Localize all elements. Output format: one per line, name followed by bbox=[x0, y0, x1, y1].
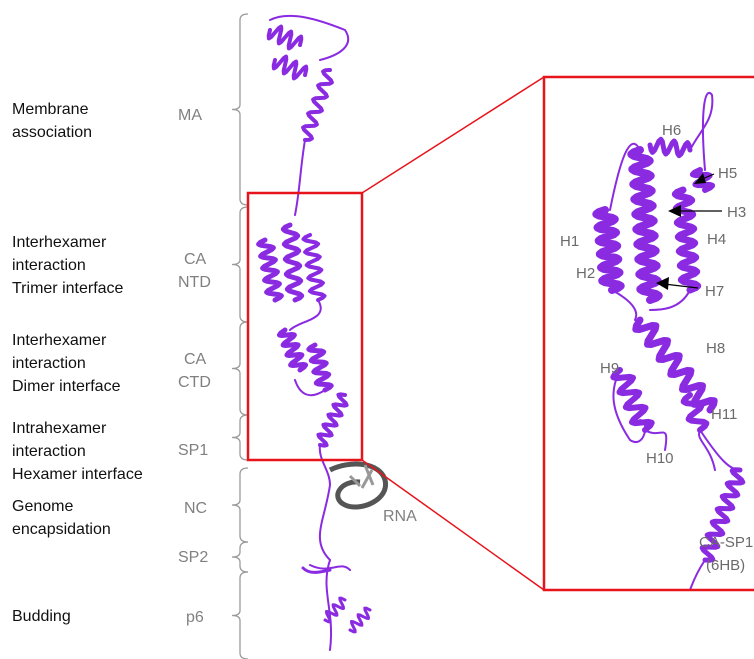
zoom-source-box bbox=[248, 193, 362, 460]
function-text: encapsidation bbox=[12, 521, 111, 538]
function-text: Intrahexamer bbox=[12, 420, 107, 437]
function-text: Interhexamer bbox=[12, 234, 107, 251]
brace bbox=[232, 572, 248, 659]
domain-label: CA bbox=[184, 251, 207, 268]
coil-ribbon bbox=[290, 300, 330, 560]
helix-ribbon bbox=[279, 330, 305, 370]
domain-label: CA bbox=[184, 351, 207, 368]
domain-label: MA bbox=[178, 107, 202, 124]
brace bbox=[232, 207, 248, 322]
helix-label: H4 bbox=[707, 231, 726, 248]
zoom-line bbox=[362, 460, 544, 590]
protein-ribbons bbox=[259, 16, 743, 650]
helix-ribbon bbox=[675, 190, 697, 290]
helix-ribbon bbox=[283, 225, 301, 300]
figure: Membrane association Interhexamer intera… bbox=[0, 0, 754, 659]
function-text: Hexamer interface bbox=[12, 466, 143, 483]
function-text: Genome bbox=[12, 498, 73, 515]
domain-label: NC bbox=[184, 500, 207, 517]
rna-label: RNA bbox=[383, 508, 417, 525]
helix-label: H11 bbox=[711, 406, 737, 423]
domain-label: CTD bbox=[178, 374, 211, 391]
helix-ribbon bbox=[269, 27, 302, 49]
ca-sp1-label: CA-SP1 bbox=[699, 534, 753, 551]
helix-ribbon bbox=[596, 210, 620, 290]
helix-ribbon bbox=[259, 240, 282, 300]
function-text: association bbox=[12, 124, 92, 141]
helix-ribbon bbox=[650, 139, 690, 155]
helix-label: H6 bbox=[662, 122, 681, 139]
function-text: interaction bbox=[12, 443, 86, 460]
ca-sp1-label: (6HB) bbox=[706, 557, 745, 574]
helix-label: H9 bbox=[600, 360, 619, 377]
helix-ribbon bbox=[636, 320, 714, 410]
function-text: Trimer interface bbox=[12, 280, 124, 297]
function-text: Dimer interface bbox=[12, 378, 121, 395]
helix-label: H5 bbox=[718, 165, 737, 182]
function-text: Interhexamer bbox=[12, 332, 107, 349]
helix-label: H3 bbox=[727, 204, 746, 221]
helix-label: H8 bbox=[706, 340, 725, 357]
helix-ribbon bbox=[274, 57, 307, 79]
domain-braces bbox=[232, 14, 248, 659]
function-text: Budding bbox=[12, 608, 71, 625]
domain-label: SP2 bbox=[178, 549, 208, 566]
helix-label: H7 bbox=[705, 283, 724, 300]
domain-label: SP1 bbox=[178, 442, 208, 459]
helix-ribbon bbox=[303, 70, 332, 140]
helix-label: H2 bbox=[576, 265, 595, 282]
brace bbox=[232, 415, 248, 460]
helix-label: H10 bbox=[646, 450, 674, 467]
function-text: Membrane bbox=[12, 101, 89, 118]
helix-ribbon bbox=[304, 235, 325, 300]
brace bbox=[232, 542, 248, 572]
function-text: interaction bbox=[12, 355, 86, 372]
helix-ribbon bbox=[350, 608, 370, 632]
function-text: interaction bbox=[12, 257, 86, 274]
helix-label: H1 bbox=[560, 233, 579, 250]
brace bbox=[232, 14, 248, 205]
domain-label: p6 bbox=[186, 609, 204, 626]
domain-label: NTD bbox=[178, 274, 211, 291]
helix-ribbon bbox=[631, 150, 658, 300]
brace bbox=[232, 322, 248, 415]
brace bbox=[232, 468, 248, 542]
helix-ribbon bbox=[309, 345, 331, 390]
zoom-line bbox=[362, 77, 544, 193]
helix-ribbon bbox=[318, 394, 346, 445]
coil-ribbon bbox=[690, 560, 705, 590]
